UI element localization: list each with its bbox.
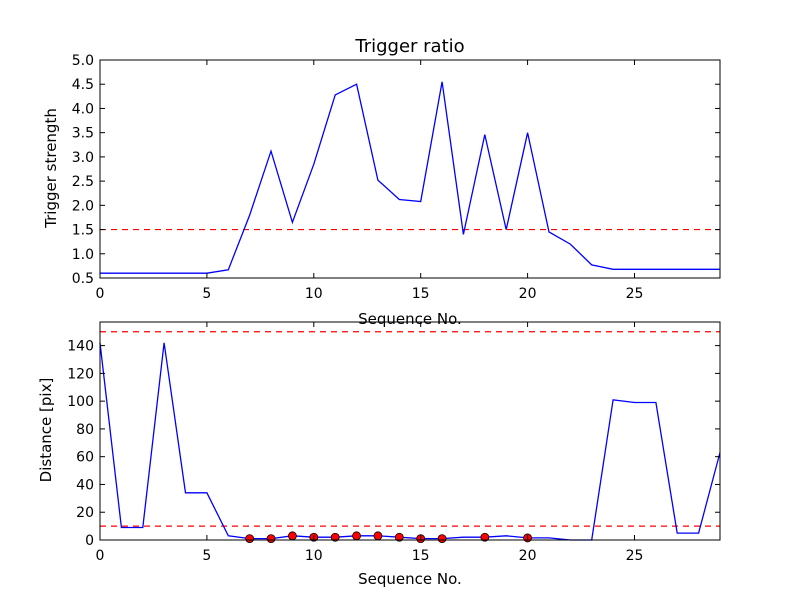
data-point-marker [330,532,340,542]
x-tick-label: 10 [305,286,323,302]
x-tick-label: 20 [519,286,537,302]
chart-title: Trigger ratio [354,36,464,57]
series-line [100,81,720,274]
series-line [99,342,721,541]
x-tick-label: 20 [519,548,537,564]
y-tick-label: 20 [76,505,94,521]
data-point-marker [288,531,297,541]
y-axis-label: Distance [pix] [37,378,55,483]
y-tick-label: 60 [76,450,94,466]
x-axis-label: Sequence No. [358,310,462,328]
x-tick-label: 25 [626,548,644,564]
x-tick-label: 25 [626,286,644,302]
plot-frame [99,321,721,541]
data-point-marker [373,531,383,541]
distance-chart: Distance [pix] Sequence No. 0 5 10 15 20 25 0 2… [37,321,721,588]
plot-frame [99,59,721,279]
x-tick-label: 0 [96,286,105,302]
threshold-lines [100,331,720,527]
y-tick-label: 3.0 [72,150,94,166]
y-tick-label: 5.0 [72,53,94,69]
y-tick-label: 2.5 [72,174,94,190]
trigger-ratio-chart: Trigger ratio Trigger strength Sequence … [42,36,721,328]
y-tick-label: 1.0 [72,247,94,263]
series-group [100,81,720,274]
y-tick-label: 100 [67,394,94,410]
data-point-marker [245,534,255,544]
x-tick-label: 10 [305,548,323,564]
y-tick-label: 0 [85,533,94,549]
x-tick-label: 5 [202,286,211,302]
series-group [99,342,721,541]
y-tick-label: 2.0 [72,198,94,214]
y-tick-label: 3.5 [72,126,94,142]
x-tick-label: 0 [96,548,105,564]
data-point-marker [266,534,276,544]
x-axis-label: Sequence No. [358,570,462,588]
ticks-group: 0 5 10 15 20 25 0 20 40 60 80 100 120 140 [67,322,720,564]
y-tick-label: 140 [67,339,94,355]
x-tick-label: 15 [412,548,430,564]
y-tick-label: 1.5 [72,223,94,239]
x-tick-label: 5 [202,548,211,564]
x-tick-label: 15 [412,286,430,302]
y-axis-label: Trigger strength [42,108,60,229]
markers-group [245,531,532,544]
y-tick-label: 80 [76,422,94,438]
ticks-group: 0 5 10 15 20 25 0.5 1.0 1.5 2.0 2.5 3.0 3.5 4.0 4.5 5.0 [72,53,720,302]
data-point-marker [437,534,447,544]
y-tick-label: 4.0 [72,101,94,117]
data-point-marker [480,532,490,542]
y-tick-label: 40 [76,477,94,493]
data-point-marker [352,531,361,541]
y-tick-label: 4.5 [72,77,94,93]
y-tick-label: 120 [67,366,94,382]
y-tick-label: 0.5 [72,271,94,287]
data-point-marker [394,532,404,542]
